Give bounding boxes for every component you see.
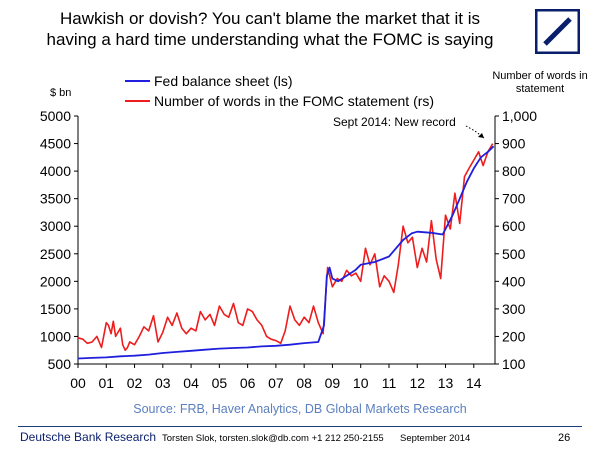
right-tick-label: 200	[502, 328, 526, 344]
x-tick-label: 06	[240, 375, 256, 391]
legend-label-fed: Fed balance sheet (ls)	[154, 73, 293, 89]
x-tick-label: 00	[70, 375, 86, 391]
left-tick-label: 3500	[40, 191, 71, 207]
x-tick-label: 12	[409, 375, 425, 391]
left-tick-label: 1000	[40, 328, 71, 344]
x-tick-label: 11	[382, 375, 397, 391]
left-tick-label: 1500	[40, 301, 71, 317]
left-tick-label: 4000	[40, 163, 71, 179]
title-line-1: Hawkish or dovish? You can't blame the m…	[60, 9, 480, 28]
x-tick-label: 09	[325, 375, 341, 391]
right-tick-label: 500	[502, 246, 526, 262]
left-tick-label: 4500	[40, 136, 71, 152]
chart-title: Hawkish or dovish? You can't blame the m…	[20, 8, 520, 50]
footer-author: Torsten Slok, torsten.slok@db.com +1 212…	[162, 433, 384, 444]
source-note: Source: FRB, Haver Analytics, DB Global …	[133, 402, 467, 416]
right-axis-unit: Number of words in statement	[485, 70, 595, 96]
left-tick-label: 2500	[40, 246, 71, 262]
page-number: 26	[558, 432, 571, 444]
left-tick-label: 3000	[40, 218, 71, 234]
fomc-words-line	[77, 143, 494, 352]
chart-plot: 5001000150020002500300035004000450050001…	[40, 73, 537, 391]
left-tick-label: 2000	[40, 273, 71, 289]
record-annotation: Sept 2014: New record	[333, 115, 456, 129]
x-tick-label: 05	[212, 375, 228, 391]
x-tick-label: 04	[183, 375, 199, 391]
x-tick-label: 10	[353, 375, 369, 391]
legend-label-fomc: Number of words in the FOMC statement (r…	[154, 93, 434, 109]
x-tick-label: 02	[127, 375, 143, 391]
right-tick-label: 800	[502, 163, 526, 179]
right-axis-unit-line-1: Number of words in	[492, 70, 588, 82]
footer-brand: Deutsche Bank Research	[20, 430, 157, 444]
x-tick-label: 07	[268, 375, 284, 391]
deutsche-bank-logo-icon	[535, 9, 580, 54]
right-tick-label: 1,000	[502, 108, 537, 124]
left-tick-label: 5000	[40, 108, 71, 124]
right-tick-label: 300	[502, 301, 526, 317]
fed-balance-sheet-line	[77, 145, 495, 360]
right-tick-label: 700	[502, 191, 526, 207]
footer-divider	[18, 426, 582, 427]
right-tick-label: 600	[502, 218, 526, 234]
right-tick-label: 400	[502, 273, 526, 289]
right-axis-unit-line-2: statement	[515, 83, 565, 95]
x-tick-label: 03	[155, 375, 171, 391]
x-tick-label: 01	[98, 375, 114, 391]
left-tick-label: 500	[48, 356, 72, 372]
x-tick-label: 14	[466, 375, 482, 391]
title-line-2: having a hard time understanding what th…	[46, 30, 494, 49]
right-tick-label: 100	[502, 356, 526, 372]
x-tick-label: 13	[438, 375, 454, 391]
right-tick-label: 900	[502, 136, 526, 152]
footer-date: September 2014	[400, 433, 471, 444]
annotation-arrowhead	[478, 133, 484, 138]
x-tick-label: 08	[296, 375, 312, 391]
left-axis-unit: $ bn	[50, 87, 72, 99]
